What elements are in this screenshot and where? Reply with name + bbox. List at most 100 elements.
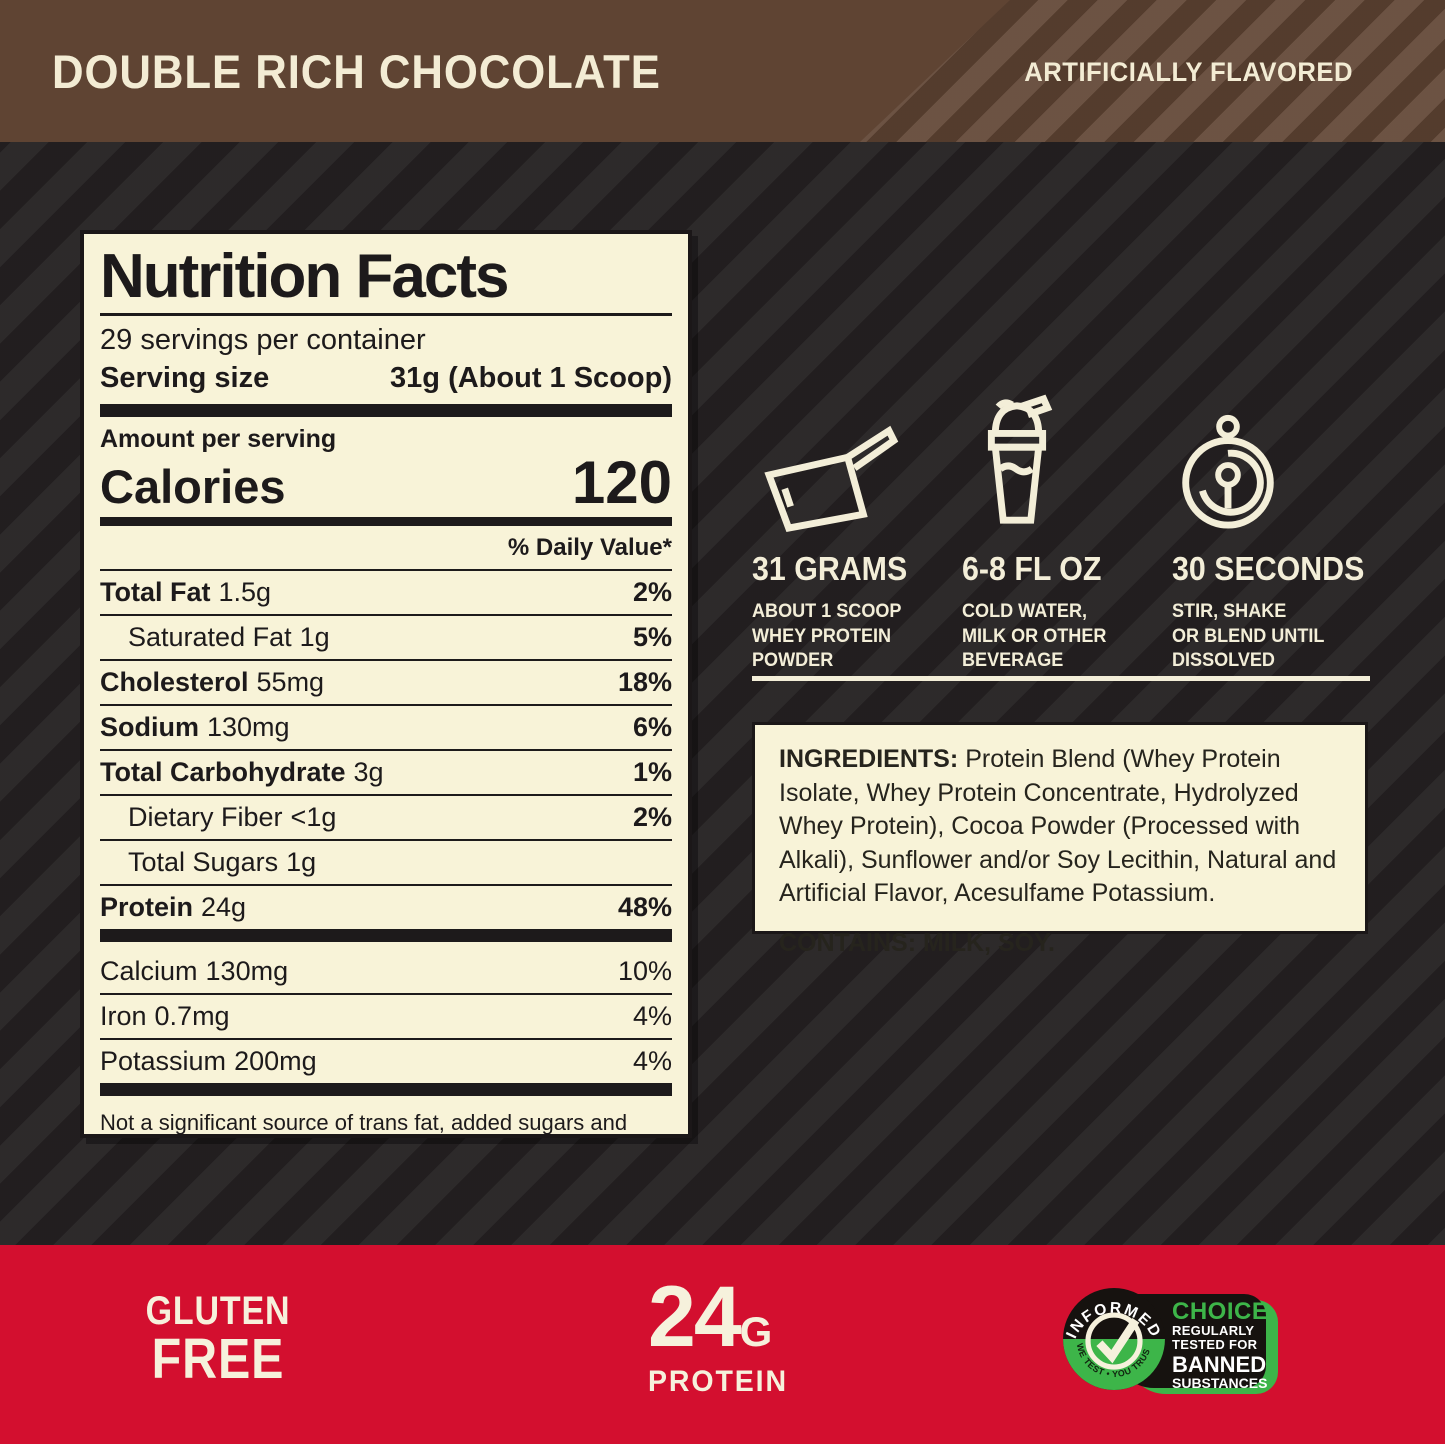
ingredients-box: INGREDIENTS: Protein Blend (Whey Protein …: [752, 722, 1368, 957]
calories-label: Calories: [100, 460, 286, 513]
protein-label: PROTEIN: [648, 1364, 788, 1398]
footer-banner: GLUTEN FREE 24G PROTEIN CHOICE REGULARLY…: [0, 1245, 1445, 1444]
divider-line: [752, 676, 1370, 681]
direction-heading: 6-8 FL OZ: [962, 550, 1102, 587]
direction-subline: WHEY PROTEIN: [752, 625, 892, 647]
badge-title: CHOICE: [1172, 1298, 1269, 1325]
direction-heading: 30 SECONDS: [1172, 550, 1365, 587]
nutrient-row-total-sugars: Total Sugars 1g: [100, 841, 672, 887]
direction-subline: STIR, SHAKE: [1172, 601, 1287, 622]
direction-subline: MILK OR OTHER: [962, 625, 1107, 647]
direction-timer: 30 SECONDS STIR, SHAKE OR BLEND UNTIL DI…: [1172, 392, 1382, 674]
nutrient-amount: 3g: [353, 757, 384, 788]
nutrient-name: Total Sugars: [128, 847, 279, 878]
nutrient-row-cholesterol: Cholesterol 55mg 18%: [100, 661, 672, 707]
scoop-icon: [752, 392, 962, 532]
thick-bar: [100, 1083, 672, 1097]
thick-bar: [100, 929, 672, 943]
direction-subline: OR BLEND UNTIL: [1172, 625, 1325, 647]
direction-subtext: STIR, SHAKE OR BLEND UNTIL DISSOLVED: [1172, 600, 1372, 674]
informed-choice-badge: CHOICE REGULARLY TESTED FOR BANNED SUBST…: [1062, 1287, 1278, 1397]
protein-grams-unit: G: [739, 1308, 773, 1355]
nutrient-name: Sodium: [100, 712, 199, 743]
nutrient-amount: 0.7mg: [154, 1001, 230, 1032]
nutrient-name: Saturated Fat: [128, 622, 292, 653]
informed-checkmark-seal: INFORMED WE TEST • YOU TRUST: [1062, 1287, 1165, 1390]
direction-heading: 31 GRAMS: [752, 550, 908, 587]
rule: [100, 313, 672, 317]
not-significant-note: Not a significant source of trans fat, a…: [100, 1110, 628, 1136]
badge-line: REGULARLY: [1172, 1323, 1255, 1338]
flavor-note: ARTIFICIALLY FLAVORED: [1024, 57, 1353, 87]
direction-subtext: COLD WATER, MILK OR OTHER BEVERAGE: [962, 600, 1162, 674]
direction-subtext: ABOUT 1 SCOOP WHEY PROTEIN POWDER: [752, 600, 952, 674]
mineral-row-potassium: Potassium 200mg 4%: [100, 1040, 672, 1083]
nutrient-dv: 6%: [632, 712, 672, 743]
ingredients-text: INGREDIENTS: Protein Blend (Whey Protein …: [779, 743, 1341, 911]
flavor-title: DOUBLE RICH CHOCOLATE: [52, 45, 661, 98]
nutrition-facts-title: Nutrition Facts: [100, 242, 509, 311]
nutrient-name: Potassium: [100, 1046, 227, 1077]
directions: 31 GRAMS ABOUT 1 SCOOP WHEY PROTEIN POWD…: [752, 392, 1382, 674]
nutrient-dv: 1%: [632, 757, 672, 788]
nutrient-row-saturated-fat: Saturated Fat 1g 5%: [100, 616, 672, 662]
direction-subline: ABOUT 1 SCOOP: [752, 601, 902, 622]
shaker-icon: [962, 392, 1172, 532]
nutrient-row-dietary-fiber: Dietary Fiber <1g 2%: [100, 796, 672, 842]
amount-per-serving-label: Amount per serving: [100, 425, 337, 454]
nutrient-name: Calcium: [100, 956, 198, 987]
nutrient-name: Dietary Fiber: [128, 802, 283, 833]
nutrient-dv: 2%: [632, 577, 672, 608]
nutrient-name: Iron: [100, 1001, 147, 1032]
thick-bar: [100, 404, 672, 418]
nutrient-name: Total Carbohydrate: [100, 757, 346, 788]
nutrient-amount: 130mg: [207, 712, 290, 743]
direction-scoop: 31 GRAMS ABOUT 1 SCOOP WHEY PROTEIN POWD…: [752, 392, 962, 674]
nutrient-amount: 24g: [201, 892, 247, 923]
nutrient-dv: 5%: [632, 622, 672, 653]
nutrient-row-total-fat: Total Fat 1.5g 2%: [100, 571, 672, 617]
nutrient-dv: 10%: [617, 956, 672, 987]
direction-shaker: 6-8 FL OZ COLD WATER, MILK OR OTHER BEVE…: [962, 392, 1172, 674]
timer-icon: [1172, 392, 1382, 532]
nutrient-row-sodium: Sodium 130mg 6%: [100, 706, 672, 752]
calories-value: 120: [571, 449, 672, 517]
nutrient-row-total-carbohydrate: Total Carbohydrate 3g 1%: [100, 751, 672, 797]
nutrient-amount: 1g: [299, 622, 330, 653]
nutrient-name: Cholesterol: [100, 667, 249, 698]
gluten-free-claim: GLUTEN FREE: [133, 1291, 303, 1388]
protein-claim: 24G PROTEIN: [648, 1274, 795, 1399]
nutrient-dv: 4%: [632, 1001, 672, 1032]
serving-size-row: Serving size 31g (About 1 Scoop): [100, 362, 672, 395]
contains-statement: CONTAINS: MILK, SOY.: [779, 928, 1055, 957]
badge-line: TESTED FOR: [1172, 1337, 1258, 1353]
nutrient-dv: 2%: [632, 802, 672, 833]
ingredients-label: INGREDIENTS:: [779, 745, 959, 773]
nutrient-amount: 1g: [286, 847, 317, 878]
nutrient-amount: 1.5g: [218, 577, 272, 608]
nutrient-row-protein: Protein 24g 48%: [100, 886, 672, 929]
serving-size-label: Serving size: [100, 362, 270, 395]
thick-bar: [100, 517, 672, 527]
nutrient-amount: <1g: [290, 802, 337, 833]
badge-line: SUBSTANCES: [1172, 1374, 1268, 1391]
badge-line: BANNED: [1172, 1351, 1267, 1377]
flavor-banner: DOUBLE RICH CHOCOLATE ARTIFICIALLY FLAVO…: [0, 0, 1445, 142]
nutrition-facts-panel: Nutrition Facts 29 servings per containe…: [80, 230, 692, 1138]
mineral-row-calcium: Calcium 130mg 10%: [100, 950, 672, 996]
calories-row: Calories 120: [100, 449, 672, 517]
gluten-free-line1: GLUTEN: [145, 1289, 291, 1333]
mineral-row-iron: Iron 0.7mg 4%: [100, 995, 672, 1041]
nutrient-name: Total Fat: [100, 577, 211, 608]
ingredients-list: Protein Blend (Whey Protein Isolate, Whe…: [779, 745, 1337, 907]
direction-subline: BEVERAGE: [962, 650, 1064, 672]
nutrient-name: Protein: [100, 892, 194, 923]
nutrient-amount: 55mg: [256, 667, 325, 698]
nutrient-amount: 200mg: [234, 1046, 317, 1077]
gluten-free-line2: FREE: [151, 1327, 285, 1391]
protein-grams-value: 24: [648, 1269, 742, 1365]
direction-subline: COLD WATER,: [962, 601, 1088, 622]
nutrient-dv: 4%: [632, 1046, 672, 1077]
direction-subline: POWDER: [752, 650, 834, 672]
